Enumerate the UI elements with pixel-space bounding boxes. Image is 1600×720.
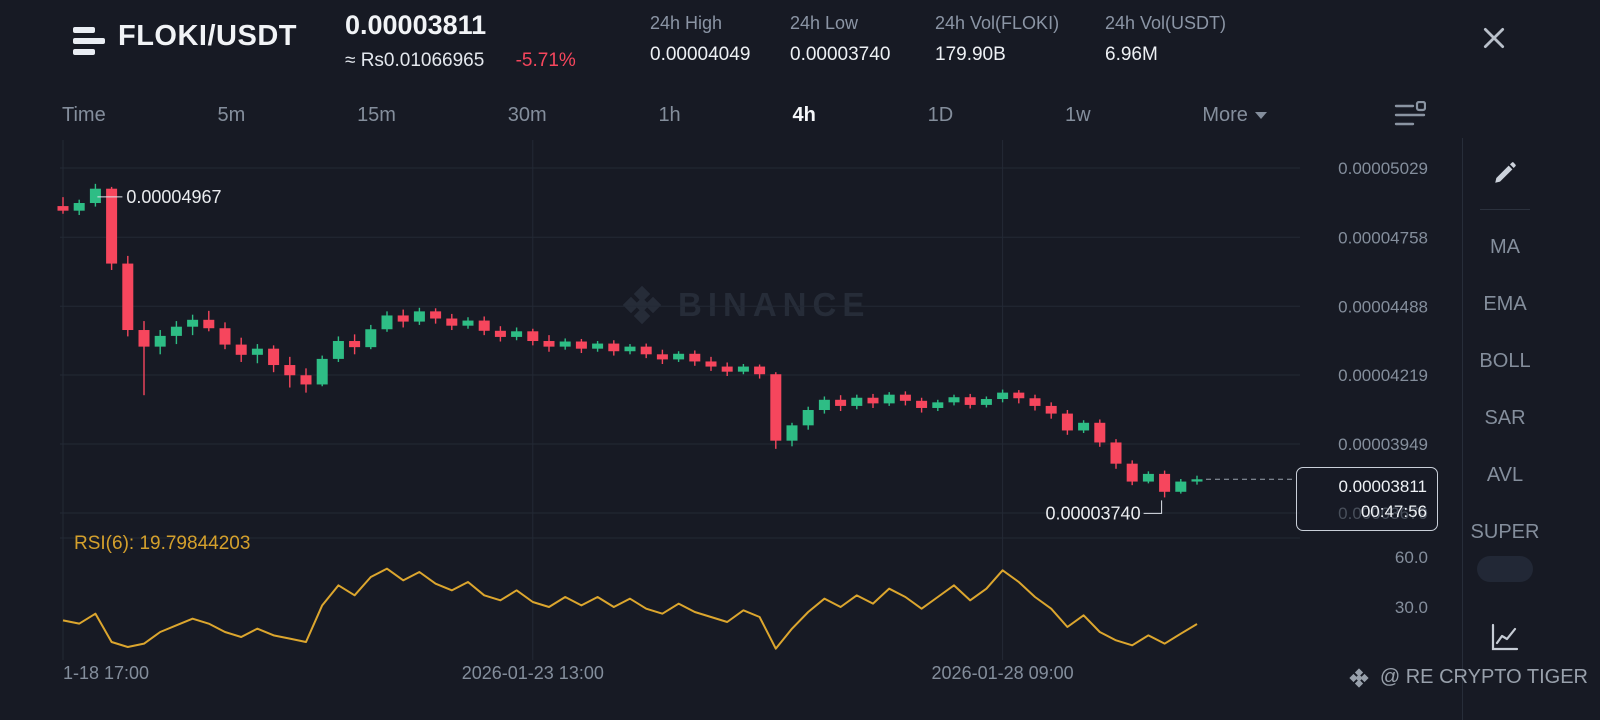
indicator-boll[interactable]: BOLL — [1479, 350, 1531, 372]
svg-text:0.00003949: 0.00003949 — [1338, 435, 1428, 454]
indicator-item-partial[interactable] — [1477, 556, 1533, 582]
indicator-ma[interactable]: MA — [1490, 236, 1520, 258]
tab-1w[interactable]: 1w — [1064, 103, 1091, 126]
candle-countdown: 00:47:56 — [1360, 502, 1427, 521]
binance-logo-icon — [622, 285, 662, 325]
tab-4h[interactable]: 4h — [792, 103, 816, 126]
stat-24h-low: 24h Low 0.00003740 — [790, 13, 890, 66]
close-icon[interactable] — [1481, 25, 1507, 56]
svg-text:2026-01-23 13:00: 2026-01-23 13:00 — [462, 663, 604, 683]
channel-watermark: @ RE CRYPTO TIGER — [1348, 666, 1588, 689]
tab-1h[interactable]: 1h — [658, 103, 681, 126]
watermark-text: BINANCE — [678, 286, 871, 323]
svg-text:0.00004758: 0.00004758 — [1338, 228, 1428, 247]
svg-text:30.0: 30.0 — [1395, 598, 1428, 617]
indicator-super[interactable]: SUPER — [1470, 521, 1540, 543]
pair-title: FLOKI/USDT — [118, 20, 297, 52]
more-label: More — [1202, 103, 1248, 126]
stat-value: 6.96M — [1105, 44, 1158, 65]
svg-text:60.0: 60.0 — [1395, 548, 1428, 567]
binance-watermark: BINANCE — [620, 283, 870, 327]
tab-1d[interactable]: 1D — [927, 103, 954, 126]
pair-menu-icon[interactable] — [73, 27, 107, 55]
svg-text:0.00004967: 0.00004967 — [126, 187, 221, 207]
interval-tabs: Time 5m 15m 30m 1h 4h 1D 1w More — [62, 100, 1267, 130]
indicator-ema[interactable]: EMA — [1483, 293, 1527, 315]
indicator-chart-icon[interactable] — [1490, 622, 1520, 657]
tab-30m[interactable]: 30m — [507, 103, 547, 126]
stat-label: 24h Low — [790, 13, 859, 33]
indicator-avl[interactable]: AVL — [1486, 464, 1524, 486]
indicator-sidebar: MA EMA BOLL SAR AVL SUPER — [1462, 0, 1600, 720]
tab-15m[interactable]: 15m — [357, 103, 396, 126]
stat-24h-vol-floki: 24h Vol(FLOKI) 179.90B — [935, 13, 1059, 66]
current-price: 0.00003811 — [1338, 477, 1427, 496]
channel-name: @ RE CRYPTO TIGER — [1379, 666, 1588, 688]
svg-text:2026-01-28 09:00: 2026-01-28 09:00 — [932, 663, 1074, 683]
change-percent: -5.71% — [515, 50, 576, 71]
stat-value: 0.00003740 — [790, 44, 891, 65]
chevron-down-icon — [1254, 111, 1267, 119]
chart-settings-icon[interactable] — [1394, 100, 1427, 134]
svg-text:1-18 17:00: 1-18 17:00 — [63, 663, 149, 683]
stat-24h-vol-usdt: 24h Vol(USDT) 6.96M — [1105, 13, 1226, 66]
current-price-tag: 0.00003811 00:47:56 — [1296, 467, 1438, 531]
svg-text:0.00005029: 0.00005029 — [1338, 159, 1428, 178]
svg-text:0.00004219: 0.00004219 — [1338, 366, 1428, 385]
stat-value: 179.90B — [935, 44, 1006, 65]
tab-more[interactable]: More — [1202, 104, 1267, 127]
stat-24h-high: 24h High 0.00004049 — [650, 13, 750, 66]
tab-time[interactable]: Time — [62, 103, 106, 126]
sidebar-separator — [1480, 209, 1530, 210]
last-price: 0.00003811 — [345, 10, 487, 40]
svg-text:0.00003740: 0.00003740 — [1045, 503, 1140, 523]
rsi-label: RSI(6): 19.79844203 — [74, 533, 251, 554]
fiat-price: ≈ Rs0.01066965 — [345, 50, 485, 71]
drawing-tools-icon[interactable] — [1492, 160, 1518, 191]
price-chart[interactable]: 0.00005029 0.00004758 0.00004488 0.00004219… — [0, 0, 1460, 720]
stat-label: 24h Vol(FLOKI) — [935, 13, 1060, 33]
sidebar-divider — [1462, 138, 1463, 720]
svg-text:0.00004488: 0.00004488 — [1338, 297, 1428, 316]
stat-value: 0.00004049 — [650, 44, 751, 65]
stat-label: 24h Vol(USDT) — [1105, 13, 1227, 33]
price-subrow: ≈ Rs0.01066965 -5.71% — [345, 50, 576, 72]
stat-label: 24h High — [650, 13, 723, 33]
binance-logo-icon — [1349, 667, 1369, 688]
tab-5m[interactable]: 5m — [217, 103, 246, 126]
indicator-sar[interactable]: SAR — [1484, 407, 1526, 429]
